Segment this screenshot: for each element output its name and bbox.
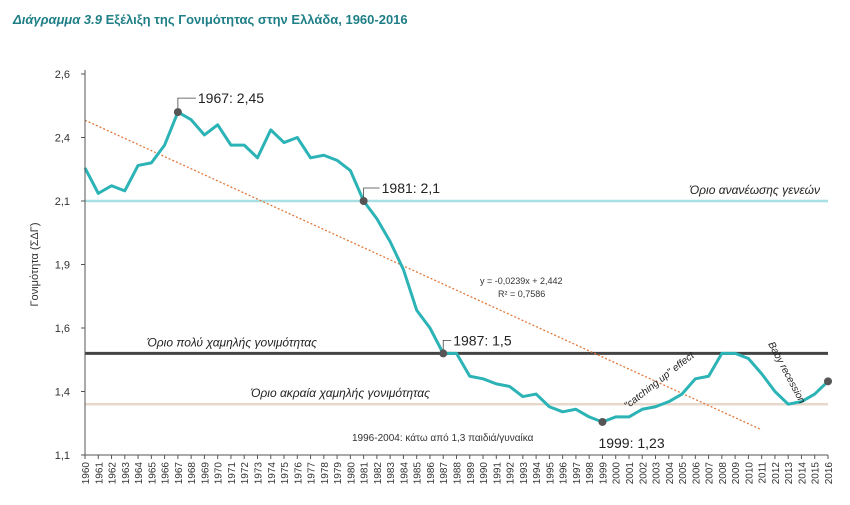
x-tick-label: 2002	[638, 462, 649, 485]
x-tick-label: 1962	[108, 462, 119, 485]
x-tick-label: 1998	[585, 462, 596, 485]
x-tick-label: 2010	[744, 462, 755, 485]
x-tick-label: 1990	[479, 462, 490, 485]
x-tick-label: 1973	[253, 462, 264, 485]
baby-recession-note: Baby recession	[765, 340, 807, 406]
x-tick-label: 1974	[267, 462, 278, 485]
trend-line	[84, 119, 762, 431]
y-tick-label: 2,6	[55, 69, 70, 81]
y-tick-label: 2,1	[55, 196, 70, 208]
reference-lines: Όριο ανανέωσης γενεών Όριο πολύ χαμηλής γ…	[85, 183, 828, 406]
axes: 1,1 1,4 1,6 1,9 2,1 2,4 2,6 Γονιμότητα (ΣΔΓ) 196…	[29, 69, 835, 484]
lowest-low-fertility-line-label: Όριο ακραία χαμηλής γονιμότητας	[250, 386, 430, 400]
x-tick-label: 1972	[240, 462, 251, 485]
annotation-point	[359, 197, 368, 205]
x-tick-label: 1992	[506, 462, 517, 485]
y-tick-label: 1,9	[55, 260, 70, 272]
very-low-fertility-line-label: Όριο πολύ χαμηλής γονιμότητας	[146, 335, 317, 349]
chart-number: Διάγραμμα 3.9	[13, 12, 102, 27]
x-tick-label: 1991	[492, 462, 503, 485]
x-tick-label: 1981	[360, 462, 371, 485]
x-tick-label: 1978	[320, 462, 331, 485]
x-tick-label: 1979	[333, 462, 344, 485]
x-tick-label: 1967	[174, 462, 185, 485]
x-tick-label: 1968	[187, 462, 198, 485]
x-tick-label: 2011	[758, 462, 769, 484]
x-tick-label: 1986	[426, 462, 437, 485]
x-tick-label: 2007	[705, 462, 716, 485]
x-tick-label: 1976	[293, 462, 304, 485]
annotation-leader	[363, 187, 380, 201]
x-tick-label: 1964	[134, 462, 145, 485]
x-tick-label: 1969	[200, 462, 211, 485]
annotation-point	[173, 108, 182, 117]
x-tick-label: 1970	[214, 462, 225, 485]
annotation-label: 1987: 1,5	[453, 332, 512, 348]
fertility-series-line	[83, 110, 830, 424]
trend-r2: R² = 0,7586	[498, 289, 545, 299]
trend-line-group: y = -0,0239x + 2,442 R² = 0,7586	[84, 119, 762, 431]
x-tick-label: 1977	[307, 462, 318, 485]
x-tick-label: 1960	[81, 462, 92, 485]
y-axis-label: Γονιμότητα (ΣΔΓ)	[29, 222, 41, 306]
annotation-label: 1981: 2,1	[382, 180, 441, 196]
x-tick-label: 1993	[519, 462, 530, 485]
x-tick-label: 1997	[572, 462, 583, 485]
x-tick-label: 1961	[94, 462, 105, 485]
x-tick-label: 2016	[824, 462, 835, 485]
y-tick-label: 1,6	[55, 323, 70, 335]
trend-equation: y = -0,0239x + 2,442	[480, 276, 563, 286]
annotation-leader	[177, 97, 196, 113]
x-tick-label: 1987	[439, 462, 450, 485]
y-tick-label: 1,1	[55, 450, 70, 462]
low-period-note: 1996-2004: κάτω από 1,3 παιδιά/γυναίκα	[352, 432, 534, 444]
x-tick-label: 1966	[161, 462, 172, 485]
annotation-point	[598, 417, 607, 426]
replacement-level-line-label: Όριο ανανέωσης γενεών	[689, 183, 820, 197]
y-tick-label: 1,4	[55, 387, 70, 399]
x-tick-label: 1980	[346, 462, 357, 485]
x-tick-label: 2015	[811, 462, 822, 485]
x-tick-label: 1982	[373, 462, 384, 485]
chart-title-text: Εξέλιξη της Γονιμότητας στην Ελλάδα, 196…	[105, 12, 408, 27]
annotation-point	[439, 349, 448, 358]
x-tick-label: 1963	[121, 462, 132, 485]
x-tick-label: 2005	[678, 462, 689, 485]
x-tick-label: 1983	[386, 462, 397, 485]
x-tick-label: 1994	[532, 462, 543, 485]
x-tick-label: 2008	[718, 462, 729, 485]
x-tick-label: 2009	[731, 462, 742, 485]
x-tick-label: 2014	[797, 462, 808, 485]
annotation-leader	[442, 339, 452, 354]
x-tick-label: 2006	[691, 462, 702, 485]
x-tick-label: 2003	[652, 462, 663, 485]
chart-title: Διάγραμμα 3.9 Εξέλιξη της Γονιμότητας στ…	[13, 12, 408, 27]
x-tick-label: 1985	[413, 462, 424, 485]
annotation-point	[824, 377, 832, 386]
x-tick-label: 2013	[784, 462, 795, 485]
x-tick-label: 1971	[227, 462, 238, 485]
x-tick-label: 1996	[559, 462, 570, 485]
x-tick-label: 1995	[545, 462, 556, 485]
y-tick-label: 2,4	[55, 133, 70, 145]
series-group	[83, 110, 830, 424]
x-tick-label: 1975	[280, 462, 291, 485]
x-tick-label: 1988	[453, 462, 464, 485]
x-tick-label: 1989	[466, 462, 477, 485]
x-tick-label: 1965	[147, 462, 158, 485]
annotation-label: 1967: 2,45	[198, 90, 264, 106]
x-tick-label: 2004	[665, 462, 676, 485]
x-tick-label: 2000	[612, 462, 623, 485]
x-tick-label: 1984	[399, 462, 410, 485]
x-tick-label: 2001	[625, 462, 636, 485]
x-tick-label: 2012	[771, 462, 782, 485]
catching-up-note: "catching up" effect	[622, 350, 697, 412]
x-tick-label: 1999	[598, 462, 609, 485]
annotation-label: 1999: 1,23	[598, 435, 664, 451]
